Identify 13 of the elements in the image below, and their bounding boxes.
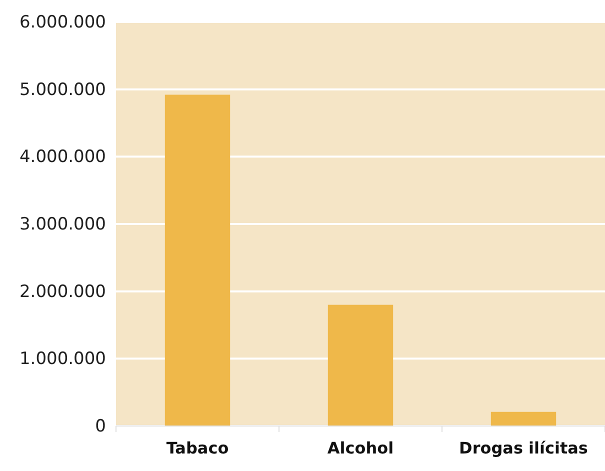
y-tick-label: 0 [95,416,106,436]
bar [164,94,230,426]
y-tick-label: 3.000.000 [19,214,106,234]
y-tick-label: 2.000.000 [19,282,106,302]
y-tick-label: 4.000.000 [19,147,106,168]
x-tick-label: Drogas ilícitas [459,438,588,458]
y-tick-label: 6.000.000 [19,12,106,32]
bar [490,412,556,426]
y-tick-label: 5.000.000 [19,80,106,100]
y-tick-label: 1.000.000 [19,349,106,370]
bar [328,304,394,426]
x-tick-label: Tabaco [166,438,229,458]
x-tick-label: Alcohol [327,438,394,458]
